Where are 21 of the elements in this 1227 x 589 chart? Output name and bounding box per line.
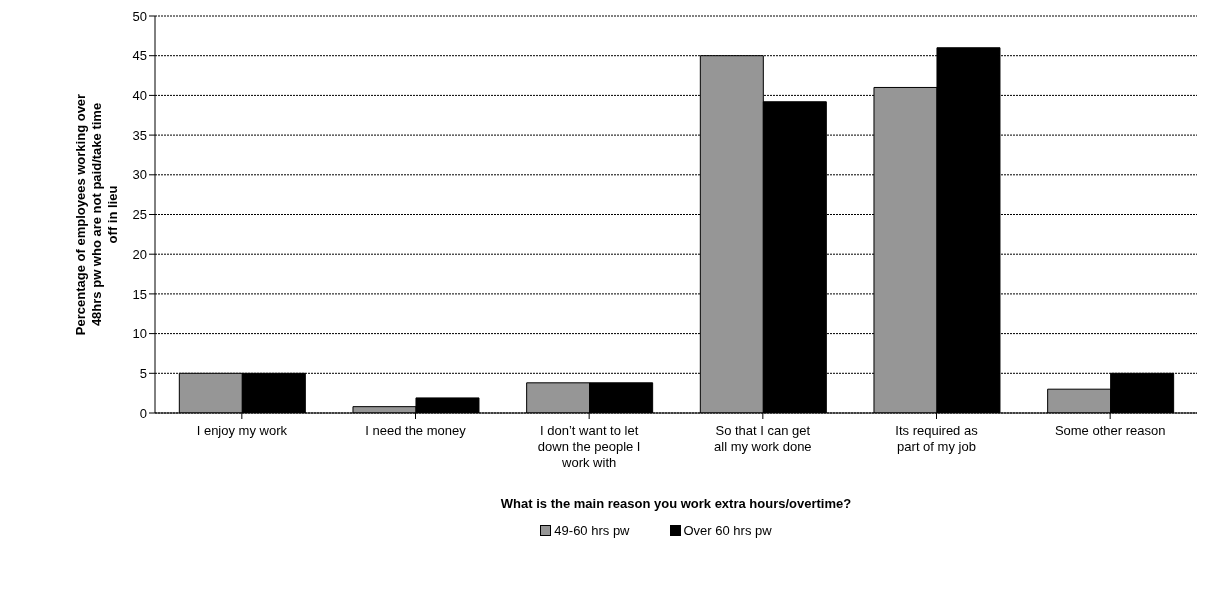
y-tick-label: 15 <box>132 286 147 302</box>
y-tick-label: 50 <box>132 8 147 24</box>
x-tick-label: I don’t want to let down the people I work with <box>537 423 641 470</box>
legend-label: Over 60 hrs pw <box>682 523 772 538</box>
y-tick-label: 5 <box>139 365 147 381</box>
x-tick-label: So that I can get all my work done <box>714 423 812 454</box>
x-axis-title: What is the main reason you work extra hours/overtime? <box>500 496 852 511</box>
x-tick-label: I enjoy my work <box>196 423 288 438</box>
y-tick-label: 40 <box>132 88 147 104</box>
y-tick-label: 45 <box>132 48 147 64</box>
x-tick-label: I need the money <box>365 423 467 438</box>
y-tick-label: 35 <box>132 127 147 143</box>
legend-label: 49-60 hrs pw <box>553 523 630 538</box>
y-tick-label: 0 <box>139 405 147 421</box>
x-tick-label: Some other reason <box>1054 423 1166 438</box>
y-tick-label: 25 <box>132 207 147 223</box>
y-tick-label: 10 <box>132 326 147 342</box>
y-axis-title: Percentage of employees working over 48hrs pw who are not paid/take time off in lieu <box>73 93 120 336</box>
y-tick-label: 20 <box>132 246 147 262</box>
x-tick-label: Its required as part of my job <box>895 423 979 454</box>
y-tick-label: 30 <box>132 167 147 183</box>
